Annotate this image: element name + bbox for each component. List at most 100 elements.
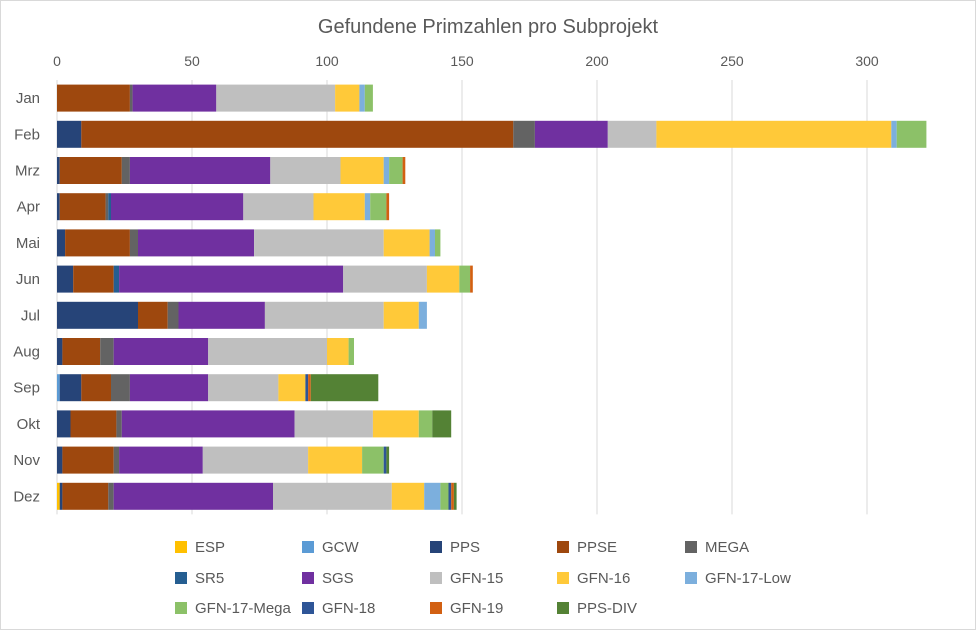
bar-segment-ppse-jul — [138, 301, 168, 329]
bar-segment-gfn-17-low-mrz — [383, 157, 390, 184]
bar-segment-gfn-16-jul — [383, 301, 419, 329]
bar-segment-sgs-dez — [113, 482, 273, 510]
legend-swatch — [175, 572, 187, 584]
bar-segment-pps-mrz — [57, 157, 60, 184]
bar-segment-gfn-17-mega-jun — [459, 265, 471, 293]
y-category-label: Apr — [17, 199, 40, 216]
bar-segment-sgs-jan — [132, 84, 217, 112]
bar-segment-gfn-18-nov — [383, 446, 387, 474]
bar-segment-gfn-17-mega-apr — [370, 193, 387, 221]
legend-swatch — [302, 541, 314, 553]
bar-segment-gfn-18-dez — [448, 482, 452, 510]
bar-segment-mega-aug — [100, 338, 114, 365]
y-category-label: Aug — [13, 344, 40, 361]
bar-segment-gfn-15-feb — [607, 120, 657, 148]
bar-segment-mega-apr — [105, 193, 109, 221]
legend-swatch — [430, 572, 442, 584]
y-category-label: Jul — [21, 307, 40, 324]
bar-segment-gfn-19-jun — [470, 265, 473, 293]
y-category-label: Nov — [13, 452, 40, 469]
bar-segment-gfn-15-aug — [208, 338, 327, 365]
bar-segment-gfn-19-dez — [451, 482, 454, 510]
bar-segment-gfn-16-dez — [391, 482, 425, 510]
legend-swatch — [175, 541, 187, 553]
legend-swatch — [557, 602, 569, 614]
bar-segment-ppse-apr — [59, 193, 106, 221]
bar-segment-pps-div-okt — [432, 410, 452, 438]
chart-title: Gefundene Primzahlen pro Subprojekt — [318, 16, 659, 38]
bar-segment-sgs-mai — [138, 229, 255, 257]
bar-segment-sgs-feb — [534, 120, 608, 148]
bar-segment-gfn-19-apr — [386, 193, 390, 221]
legend-swatch — [302, 572, 314, 584]
bar-segment-mega-jan — [129, 84, 133, 112]
x-tick-label: 250 — [720, 53, 744, 69]
bar-segment-pps-div-dez — [453, 482, 457, 510]
bar-segment-gfn-16-mai — [383, 229, 430, 257]
legend-swatch — [685, 541, 697, 553]
legend-swatch — [557, 572, 569, 584]
legend-swatch — [430, 541, 442, 553]
y-category-label: Mai — [16, 235, 40, 252]
bar-segment-gfn-16-nov — [308, 446, 363, 474]
bar-segment-pps-div-nov — [386, 446, 390, 474]
bar-segment-gfn-17-mega-dez — [440, 482, 449, 510]
bar-segment-sgs-jul — [178, 301, 265, 329]
y-category-label: Sep — [13, 380, 40, 397]
bar-segment-gfn-15-jan — [216, 84, 336, 112]
bar-segment-gfn-16-apr — [313, 193, 365, 221]
bar-segment-gfn-17-mega-aug — [348, 338, 354, 365]
bar-segment-ppse-mai — [65, 229, 130, 257]
bar-segment-gfn-17-mega-mai — [435, 229, 441, 257]
bar-segment-gfn-17-mega-jan — [364, 84, 373, 112]
x-tick-label: 300 — [855, 53, 879, 69]
bar-segment-sgs-okt — [121, 410, 295, 438]
bar-segment-gfn-17-low-jul — [418, 301, 427, 329]
bar-segment-gfn-17-low-mai — [429, 229, 435, 257]
bar-segment-ppse-sep — [81, 374, 111, 402]
bar-segment-pps-div-sep — [310, 374, 379, 402]
legend-label: PPSE — [577, 539, 617, 556]
y-category-label: Feb — [14, 126, 40, 143]
legend-label: PPS — [450, 539, 480, 556]
x-tick-label: 100 — [315, 53, 339, 69]
bar-segment-sgs-jun — [119, 265, 344, 293]
bar-segment-gfn-15-okt — [294, 410, 373, 438]
bar-segment-gfn-17-low-feb — [891, 120, 897, 148]
legend-swatch — [685, 572, 697, 584]
bar-segment-gfn-19-mrz — [402, 157, 406, 184]
bar-segment-mega-jul — [167, 301, 179, 329]
bar-segment-pps-nov — [57, 446, 63, 474]
bar-segment-pps-jun — [57, 265, 74, 293]
bar-segment-pps-okt — [57, 410, 71, 438]
bar-segment-gfn-17-mega-mrz — [389, 157, 403, 184]
legend: ESP GCW PPS PPSE MEGA SR5 SGS GFN-15 GFN-16 GFN-1… — [175, 539, 791, 617]
bar-segment-gfn-17-mega-feb — [896, 120, 927, 148]
bar-segment-gfn-16-mrz — [340, 157, 384, 184]
bar-segment-gfn-18-sep — [305, 374, 309, 402]
x-tick-label: 200 — [585, 53, 609, 69]
bar-segment-ppse-jun — [73, 265, 114, 293]
y-category-label: Dez — [13, 488, 40, 505]
bar-segment-esp-dez — [57, 482, 60, 510]
bar-segment-gfn-15-mrz — [270, 157, 341, 184]
x-axis-ticks: 0 50 100 150 200 250 300 — [53, 53, 879, 69]
bar-segment-gfn-15-jun — [343, 265, 427, 293]
y-category-label: Okt — [17, 416, 41, 433]
bar-segment-mega-mai — [129, 229, 138, 257]
y-category-label: Jun — [16, 271, 40, 288]
bar-segment-gfn-17-low-apr — [364, 193, 371, 221]
y-category-label: Mrz — [15, 163, 40, 180]
y-axis-categories: Jan Feb Mrz Apr Mai Jun Jul Aug Sep Okt Nov Dez — [13, 90, 41, 505]
legend-label: GFN-18 — [322, 600, 375, 617]
bar-segment-sgs-sep — [129, 374, 209, 402]
bar-segment-gfn-16-feb — [656, 120, 892, 148]
bar-segment-gfn-15-sep — [208, 374, 279, 402]
legend-label: GFN-15 — [450, 570, 503, 587]
bar-segment-pps-aug — [57, 338, 63, 365]
bar-segment-ppse-nov — [62, 446, 114, 474]
bars — [57, 84, 927, 510]
bar-segment-mega-dez — [108, 482, 114, 510]
legend-label: SGS — [322, 570, 354, 587]
